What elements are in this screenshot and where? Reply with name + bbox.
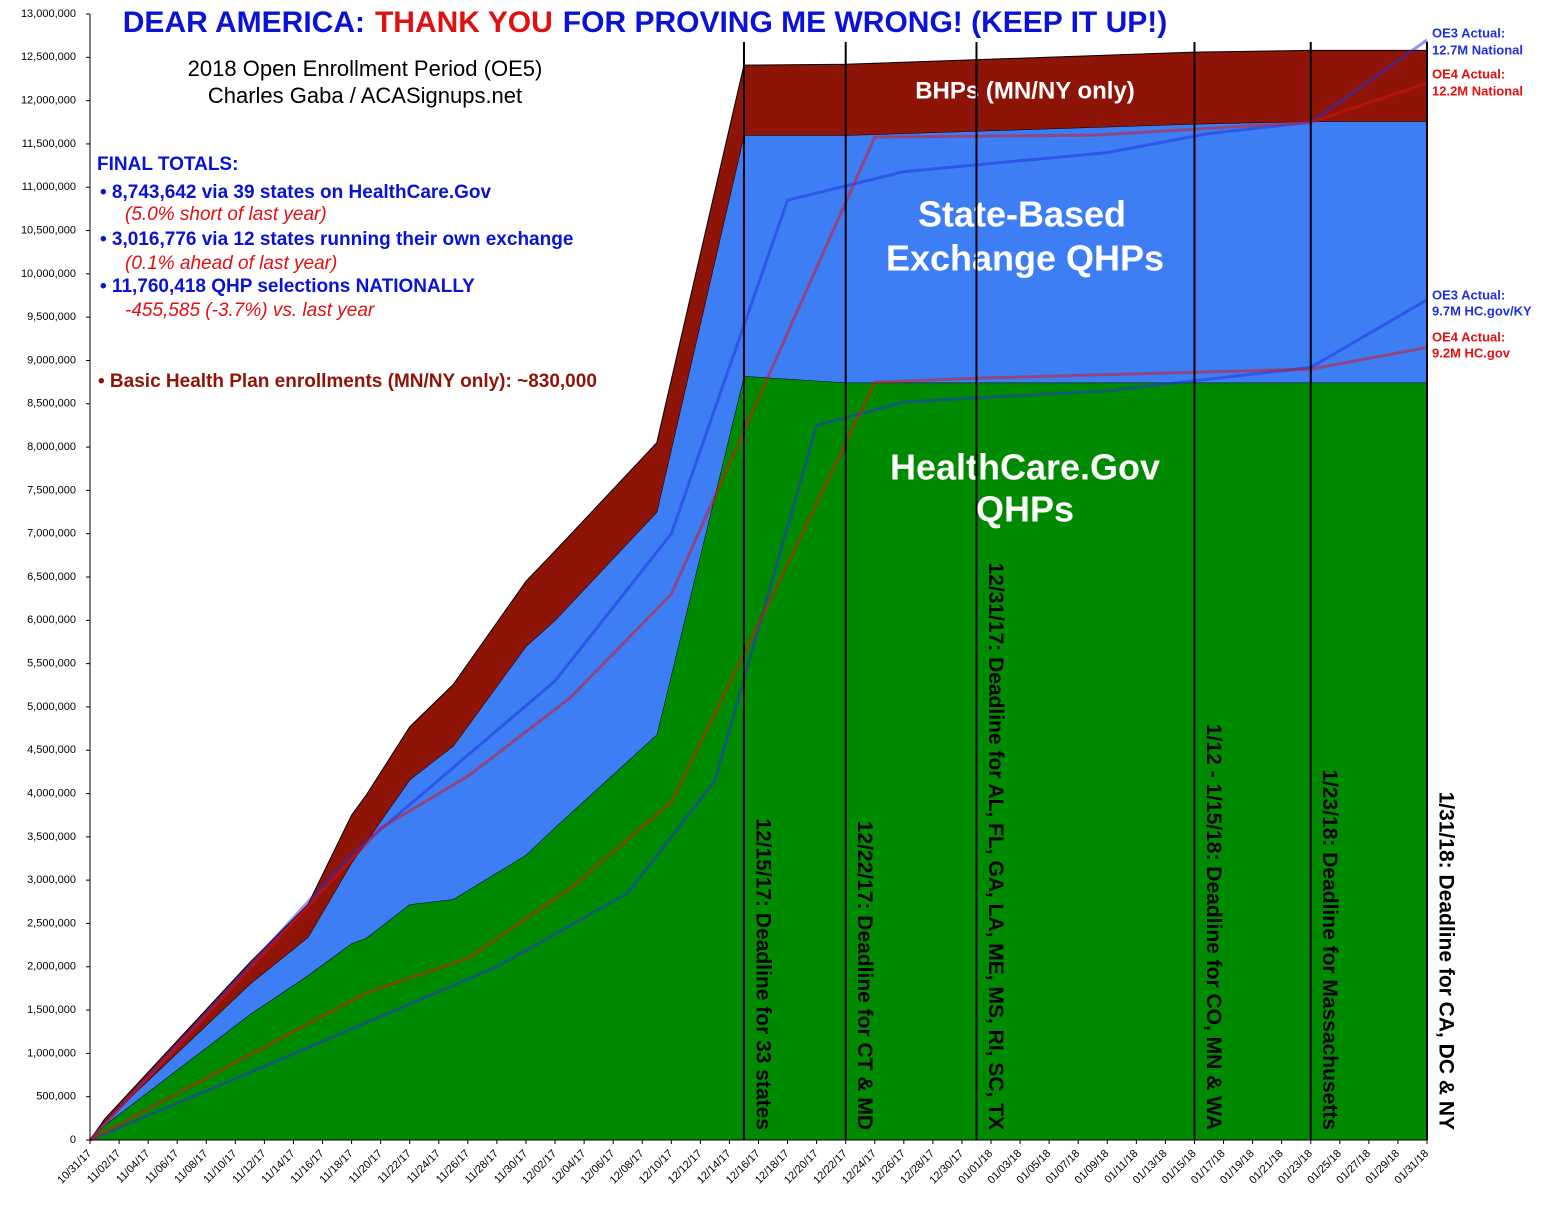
line-label: OE4 Actual:	[1432, 329, 1505, 344]
y-tick-label: 4,500,000	[27, 744, 76, 756]
title-part: DEAR AMERICA:	[123, 6, 365, 39]
deadline-label: 12/22/17: Deadline for CT & MD	[853, 821, 876, 1130]
y-tick-label: 6,500,000	[27, 571, 76, 583]
y-tick-label: 10,000,000	[21, 268, 76, 280]
note: • 3,016,776 via 12 states running their …	[100, 229, 573, 250]
y-tick-label: 10,500,000	[21, 224, 76, 236]
y-tick-label: 0	[70, 1134, 76, 1146]
y-tick-label: 9,000,000	[27, 354, 76, 366]
deadline-label: 1/31/18: Deadline for CA, DC & NY	[1434, 792, 1457, 1130]
note: FINAL TOTALS:	[97, 154, 238, 175]
note: • 11,760,418 QHP selections NATIONALLY	[100, 276, 475, 297]
y-tick-label: 13,000,000	[21, 8, 76, 20]
comparison-line	[89, 345, 1428, 1142]
y-tick-label: 7,500,000	[27, 484, 76, 496]
comparison-line	[89, 298, 1428, 1142]
note: • Basic Health Plan enrollments (MN/NY o…	[98, 371, 597, 392]
deadline-label: 1/23/18: Deadline for Massachusetts	[1318, 769, 1341, 1130]
y-tick-label: 7,000,000	[27, 528, 76, 540]
y-tick-label: 11,500,000	[22, 138, 76, 150]
area-label: HealthCare.Gov	[890, 447, 1160, 488]
y-tick-label: 2,000,000	[27, 961, 76, 973]
area-label: Exchange QHPs	[886, 238, 1164, 279]
deadline-label: 12/15/17: Deadline for 33 states	[751, 818, 774, 1130]
subtitle: Charles Gaba / ACASignups.net	[208, 83, 522, 108]
area-label: BHPs (MN/NY only)	[915, 77, 1135, 104]
y-tick-label: 6,000,000	[27, 614, 76, 626]
y-tick-label: 2,500,000	[27, 917, 76, 929]
y-tick-label: 9,500,000	[27, 311, 76, 323]
y-tick-label: 12,000,000	[21, 95, 76, 107]
note: (0.1% ahead of last year)	[125, 253, 337, 274]
line-label: 12.7M National	[1432, 42, 1523, 57]
line-label: 9.7M HC.gov/KY	[1432, 303, 1532, 318]
note: -455,585 (-3.7%) vs. last year	[125, 300, 375, 321]
title-part: THANK YOU	[375, 6, 553, 39]
subtitle: 2018 Open Enrollment Period (OE5)	[188, 56, 543, 81]
line-label: 9.2M HC.gov	[1432, 345, 1511, 360]
comparison-line	[88, 81, 1428, 1142]
y-tick-label: 8,500,000	[27, 398, 76, 410]
y-tick-label: 11,000,000	[22, 181, 76, 193]
line-label: 12.2M National	[1432, 83, 1523, 98]
y-tick-label: 1,000,000	[27, 1047, 76, 1059]
line-label: OE3 Actual:	[1432, 287, 1505, 302]
line-label: OE4 Actual:	[1432, 66, 1505, 81]
title-part: FOR PROVING ME WRONG! (KEEP IT UP!)	[563, 6, 1167, 39]
deadline-label: 12/31/17: Deadline for AL, FL, GA, LA, M…	[984, 563, 1007, 1130]
line-label: OE3 Actual:	[1432, 25, 1505, 40]
area	[90, 376, 1427, 1140]
y-tick-label: 3,500,000	[27, 831, 76, 843]
y-tick-label: 5,000,000	[27, 701, 76, 713]
y-tick-label: 3,000,000	[27, 874, 76, 886]
y-tick-label: 1,500,000	[27, 1004, 76, 1016]
area-label: State-Based	[918, 194, 1126, 235]
area-label: QHPs	[976, 489, 1074, 530]
y-tick-label: 500,000	[36, 1091, 76, 1103]
deadline-label: 1/12 - 1/15/18: Deadline for CO, MN & WA	[1202, 724, 1225, 1130]
y-tick-label: 5,500,000	[27, 658, 76, 670]
y-tick-label: 12,500,000	[21, 51, 76, 63]
comparison-line	[88, 38, 1428, 1142]
chart-title: DEAR AMERICA: THANK YOU FOR PROVING ME WRO…	[123, 6, 1167, 39]
y-tick-label: 8,000,000	[27, 441, 76, 453]
note: (5.0% short of last year)	[125, 204, 327, 225]
note: • 8,743,642 via 39 states on HealthCare.…	[100, 182, 492, 203]
y-tick-label: 4,000,000	[27, 787, 76, 799]
